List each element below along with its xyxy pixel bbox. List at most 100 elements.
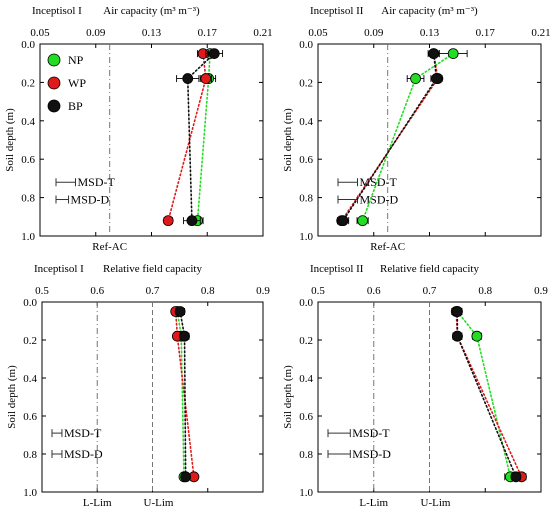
data-point-np bbox=[471, 330, 483, 342]
axis-title: Relative field capacity bbox=[103, 263, 202, 275]
x-tick-label: 0.13 bbox=[142, 27, 162, 39]
y-tick-label: 1.0 bbox=[21, 231, 35, 243]
x-tick-label: 0.6 bbox=[90, 285, 104, 297]
legend-entry-bp: BP bbox=[47, 99, 83, 113]
msd-label: MSD-T bbox=[352, 426, 390, 440]
x-tick-label: 0.5 bbox=[311, 285, 325, 297]
msd-bar: MSD-D bbox=[51, 447, 103, 461]
x-tick-label: 0.8 bbox=[478, 285, 492, 297]
msd-label: MSD-T bbox=[360, 175, 398, 189]
x-tick-label: 0.7 bbox=[146, 285, 160, 297]
reference-line-label: U-Lim bbox=[144, 497, 174, 509]
y-tick-label: 0.0 bbox=[21, 39, 35, 51]
y-tick-label: 0.6 bbox=[299, 411, 313, 423]
y-tick-label: 0.4 bbox=[23, 373, 37, 385]
msd-label: MSD-T bbox=[78, 175, 116, 189]
y-axis-label: Soil depth (m) bbox=[282, 365, 294, 429]
y-tick-label: 0.0 bbox=[299, 39, 313, 51]
msd-bar: MSD-T bbox=[51, 426, 102, 440]
y-tick-label: 0.6 bbox=[21, 154, 35, 166]
x-tick-label: 0.17 bbox=[198, 27, 218, 39]
data-point-wp bbox=[200, 73, 212, 84]
y-tick-label: 0.6 bbox=[299, 154, 313, 166]
y-tick-label: 0.4 bbox=[299, 373, 313, 385]
y-tick-label: 0.0 bbox=[23, 297, 37, 309]
panel-tag: Inceptisol II bbox=[310, 5, 364, 17]
msd-bar: MSD-T bbox=[55, 175, 116, 189]
plot-frame bbox=[39, 43, 264, 237]
x-tick-label: 0.8 bbox=[201, 285, 215, 297]
panel-tag: Inceptisol I bbox=[32, 5, 82, 17]
data-point-bp bbox=[431, 73, 442, 84]
x-tick-label: 0.9 bbox=[256, 285, 270, 297]
y-axis-label: Soil depth (m) bbox=[6, 365, 18, 429]
reference-line-label: L-Lim bbox=[359, 497, 388, 509]
x-tick-label: 0.17 bbox=[476, 27, 496, 39]
y-axis-label: Soil depth (m) bbox=[282, 108, 294, 172]
legend-entry-wp: WP bbox=[47, 76, 86, 90]
y-tick-label: 0.8 bbox=[299, 193, 313, 205]
y-tick-label: 0.8 bbox=[299, 449, 313, 461]
panel-air-capacity-inceptisol-1: Inceptisol I Air capacity (m³ m⁻³)0.05 0.0… bbox=[4, 5, 273, 253]
y-tick-label: 0.2 bbox=[23, 335, 37, 347]
data-point-bp bbox=[208, 48, 220, 59]
msd-label: MSD-D bbox=[64, 447, 103, 461]
data-point-np bbox=[447, 48, 459, 59]
x-tick-label: 0.05 bbox=[30, 27, 50, 39]
series-line-wp bbox=[455, 310, 523, 478]
x-tick-label: 0.6 bbox=[367, 285, 381, 297]
msd-label: MSD-D bbox=[352, 447, 391, 461]
msd-bar: MSD-D bbox=[327, 447, 391, 461]
msd-bar: MSD-T bbox=[327, 426, 390, 440]
data-point-bp bbox=[451, 306, 463, 317]
x-tick-label: 0.09 bbox=[86, 27, 106, 39]
panel-tag: Inceptisol II bbox=[310, 263, 364, 275]
panel-tag: Inceptisol I bbox=[34, 263, 84, 275]
msd-label: MSD-D bbox=[360, 193, 399, 207]
reference-line-label: U-Lim bbox=[421, 497, 451, 509]
data-point-np bbox=[410, 73, 421, 84]
legend-marker bbox=[47, 76, 61, 90]
y-tick-label: 0.0 bbox=[299, 297, 313, 309]
y-tick-label: 0.8 bbox=[21, 193, 35, 205]
msd-bar: MSD-T bbox=[337, 175, 398, 189]
data-point-wp bbox=[162, 215, 174, 227]
x-tick-label: 0.21 bbox=[253, 27, 272, 39]
y-tick-label: 0.6 bbox=[23, 411, 37, 423]
msd-label: MSD-T bbox=[64, 426, 102, 440]
legend-label: WP bbox=[68, 76, 86, 90]
legend-entry-np: NP bbox=[47, 53, 84, 67]
y-tick-label: 1.0 bbox=[299, 231, 313, 243]
y-tick-label: 0.4 bbox=[299, 116, 313, 128]
legend-marker bbox=[47, 53, 61, 67]
msd-bar: MSD-D bbox=[55, 193, 110, 207]
data-point-bp bbox=[451, 330, 463, 342]
y-tick-label: 1.0 bbox=[23, 487, 37, 499]
x-tick-label: 0.9 bbox=[534, 285, 548, 297]
y-tick-label: 0.2 bbox=[21, 77, 35, 89]
data-point-bp bbox=[182, 73, 194, 84]
x-tick-label: 0.09 bbox=[364, 27, 384, 39]
x-tick-label: 0.5 bbox=[35, 285, 49, 297]
data-point-bp bbox=[428, 48, 440, 59]
y-tick-label: 0.8 bbox=[23, 449, 37, 461]
axis-title: Relative field capacity bbox=[380, 263, 479, 275]
data-point-bp bbox=[337, 215, 349, 227]
reference-line-label: Ref-AC bbox=[92, 241, 127, 253]
data-point-np bbox=[357, 215, 369, 227]
legend-marker bbox=[47, 99, 61, 113]
axis-title: Air capacity (m³ m⁻³) bbox=[103, 5, 200, 17]
y-tick-label: 0.2 bbox=[299, 335, 313, 347]
axis-title: Air capacity (m³ m⁻³) bbox=[381, 5, 478, 17]
y-tick-label: 1.0 bbox=[299, 487, 313, 499]
reference-line-label: Ref-AC bbox=[370, 241, 405, 253]
legend-label: NP bbox=[68, 53, 84, 67]
x-tick-label: 0.05 bbox=[308, 27, 328, 39]
data-point-bp bbox=[510, 471, 522, 483]
y-axis-label: Soil depth (m) bbox=[4, 108, 16, 172]
series-line-bp bbox=[456, 310, 517, 478]
x-tick-label: 0.7 bbox=[423, 285, 437, 297]
